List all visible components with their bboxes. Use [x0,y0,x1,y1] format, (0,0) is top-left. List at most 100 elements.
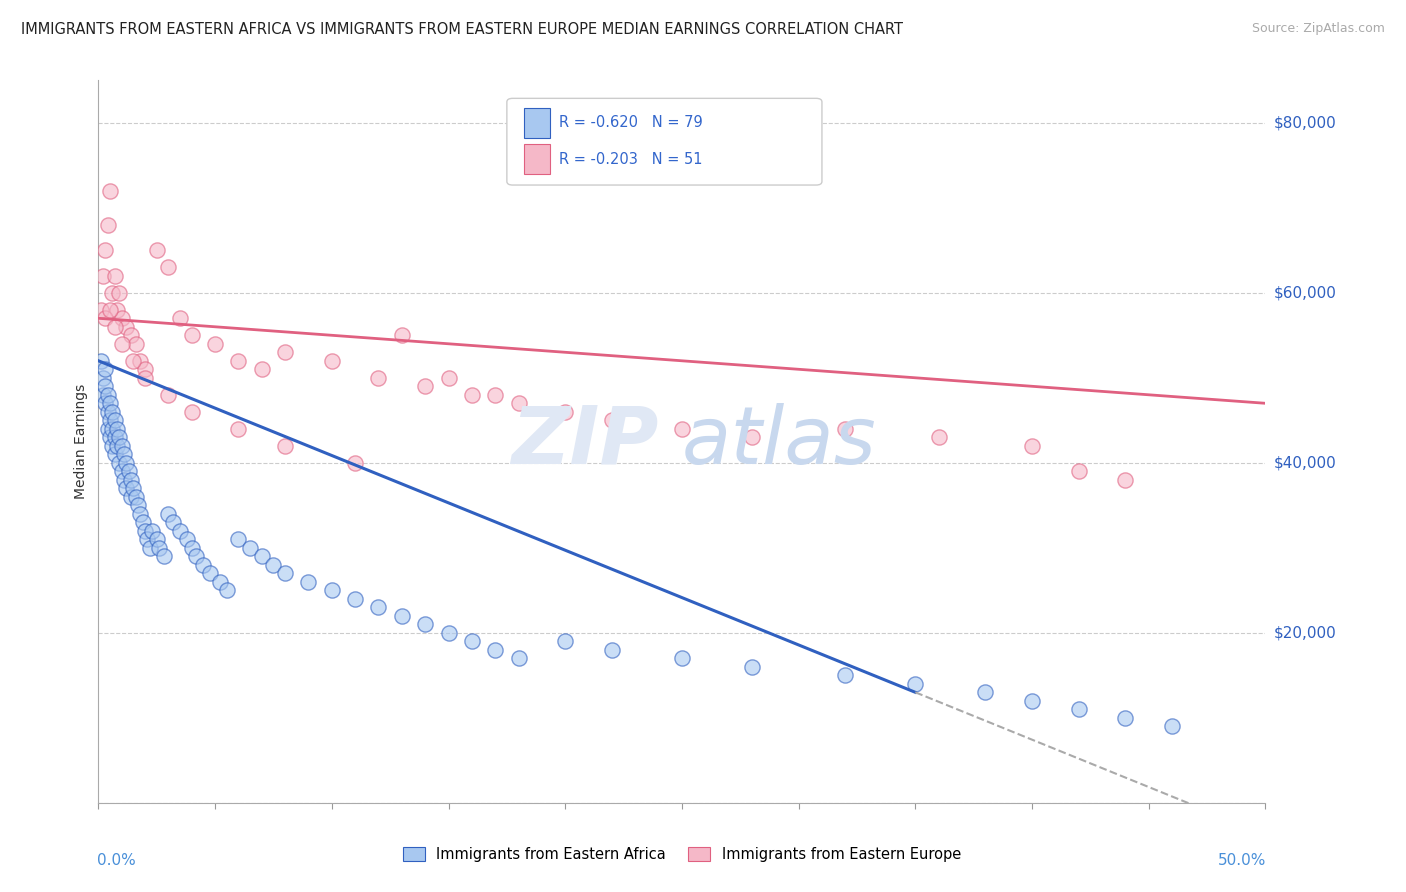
Legend: Immigrants from Eastern Africa, Immigrants from Eastern Europe: Immigrants from Eastern Africa, Immigran… [396,840,967,868]
Point [120,490,142,504]
Point [228,422,250,436]
Point [508,651,530,665]
Point [98,430,121,444]
Point [134,371,156,385]
Point [321,583,343,598]
Point [157,260,180,275]
Point [115,456,138,470]
Point [97,218,120,232]
Point [1114,473,1136,487]
Point [437,625,460,640]
Text: $80,000: $80,000 [1274,115,1337,130]
Point [97,422,120,436]
Point [215,583,238,598]
Point [134,362,156,376]
Point [91,388,114,402]
Point [239,541,262,555]
Point [101,405,124,419]
Bar [524,108,550,138]
Bar [524,144,550,174]
Point [112,447,135,461]
Point [111,439,134,453]
Point [461,388,484,402]
Point [508,396,530,410]
Point [1161,719,1184,733]
Point [437,371,460,385]
Point [108,430,131,444]
Point [180,328,202,343]
Point [1021,694,1043,708]
Point [111,336,134,351]
Point [105,302,128,317]
Point [148,541,170,555]
Point [228,353,250,368]
Point [1067,464,1090,478]
Point [321,353,343,368]
Point [94,396,117,410]
Point [928,430,950,444]
Point [834,422,856,436]
Point [125,490,148,504]
Point [94,379,117,393]
Text: IMMIGRANTS FROM EASTERN AFRICA VS IMMIGRANTS FROM EASTERN EUROPE MEDIAN EARNINGS: IMMIGRANTS FROM EASTERN AFRICA VS IMMIGR… [21,22,903,37]
Text: 50.0%: 50.0% [1218,854,1267,869]
Point [554,405,576,419]
Point [671,422,693,436]
Point [104,268,127,283]
Point [180,541,202,555]
Point [208,574,231,589]
Point [600,413,623,427]
Point [98,396,121,410]
Point [904,677,927,691]
Point [125,336,148,351]
Point [108,456,131,470]
Point [122,481,145,495]
Point [105,439,128,453]
Point [741,430,763,444]
Point [600,642,623,657]
Point [98,184,121,198]
Point [974,685,997,699]
Point [1021,439,1043,453]
Point [132,516,155,530]
Text: $40,000: $40,000 [1274,455,1337,470]
Point [112,473,135,487]
Point [120,328,142,343]
Point [97,388,120,402]
Point [146,533,169,547]
Point [139,541,162,555]
Point [367,600,389,615]
Point [152,549,174,564]
Point [484,642,506,657]
Point [111,464,134,478]
Point [101,285,124,300]
Point [461,634,484,648]
Point [122,353,145,368]
Point [115,319,138,334]
Point [741,660,763,674]
Point [134,524,156,538]
Text: $60,000: $60,000 [1274,285,1337,301]
Point [94,362,117,376]
Point [129,353,152,368]
Point [1067,702,1090,716]
Point [274,439,297,453]
Point [169,311,191,326]
Point [204,336,226,351]
Point [554,634,576,648]
Point [262,558,284,572]
Point [180,405,202,419]
Point [101,422,124,436]
Point [344,456,367,470]
Point [111,311,134,326]
Point [413,379,436,393]
Point [94,244,117,258]
Point [90,353,112,368]
Point [91,371,114,385]
Point [1114,711,1136,725]
Point [671,651,693,665]
Point [228,533,250,547]
Point [104,413,127,427]
Point [250,362,273,376]
Point [344,591,367,606]
